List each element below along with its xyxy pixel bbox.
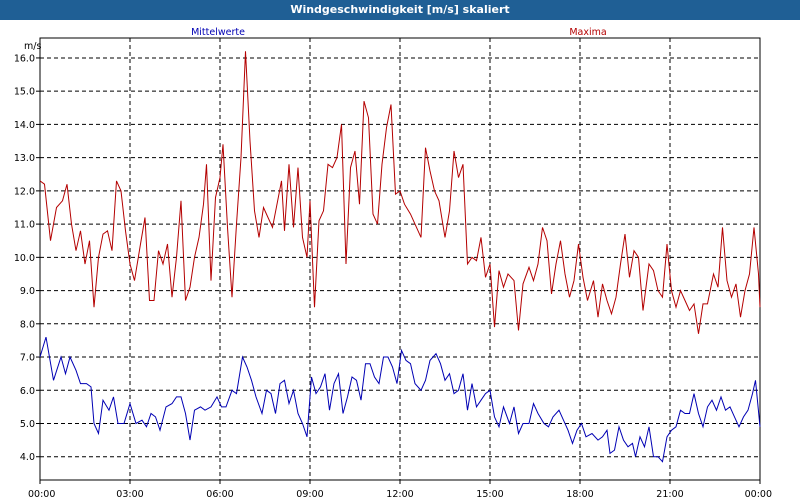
y-tick-label: 5.0	[20, 419, 35, 430]
y-tick-label: 16.0	[14, 53, 35, 64]
series-line-maxima	[39, 51, 761, 334]
y-tick-label: 6.0	[20, 386, 35, 397]
x-tick-time: 12:00	[386, 489, 413, 500]
x-axis-ticks: 00:0002.02.2303:0002.02.2306:0002.02.230…	[28, 480, 772, 500]
y-axis-ticks: 4.0 5.0 6.0 7.0 8.0 9.0 10.0 11.0 12.0 13.0 14.0 15…	[14, 53, 40, 463]
x-tick-time: 00:00	[745, 489, 772, 500]
y-axis-unit: m/s	[24, 41, 41, 52]
y-tick-label: 11.0	[14, 220, 35, 231]
y-tick-label: 13.0	[14, 153, 35, 164]
wind-speed-chart: 4.0 5.0 6.0 7.0 8.0 9.0 10.0 11.0 12.0 13.0 14.0 15…	[14, 27, 772, 500]
y-tick-label: 7.0	[20, 353, 35, 364]
y-tick-label: 4.0	[20, 452, 35, 463]
x-tick-time: 00:00	[28, 489, 55, 500]
x-tick-time: 03:00	[116, 489, 143, 500]
x-tick-time: 21:00	[656, 489, 683, 500]
legend-mittelwerte: Mittelwerte	[191, 27, 245, 38]
x-tick-time: 09:00	[296, 489, 323, 500]
x-tick-time: 18:00	[566, 489, 593, 500]
legend-maxima: Maxima	[569, 27, 606, 38]
y-tick-label: 14.0	[14, 120, 35, 131]
y-tick-label: 8.0	[20, 319, 35, 330]
series-lines	[39, 51, 761, 463]
y-tick-label: 15.0	[14, 87, 35, 98]
y-tick-label: 10.0	[14, 253, 35, 264]
x-tick-time: 15:00	[476, 489, 503, 500]
y-tick-label: 9.0	[20, 286, 35, 297]
x-tick-time: 06:00	[206, 489, 233, 500]
y-tick-label: 12.0	[14, 186, 35, 197]
series-line-mittelwerte	[39, 336, 761, 463]
chart-title: Windgeschwindigkeit [m/s] skaliert	[0, 0, 800, 20]
